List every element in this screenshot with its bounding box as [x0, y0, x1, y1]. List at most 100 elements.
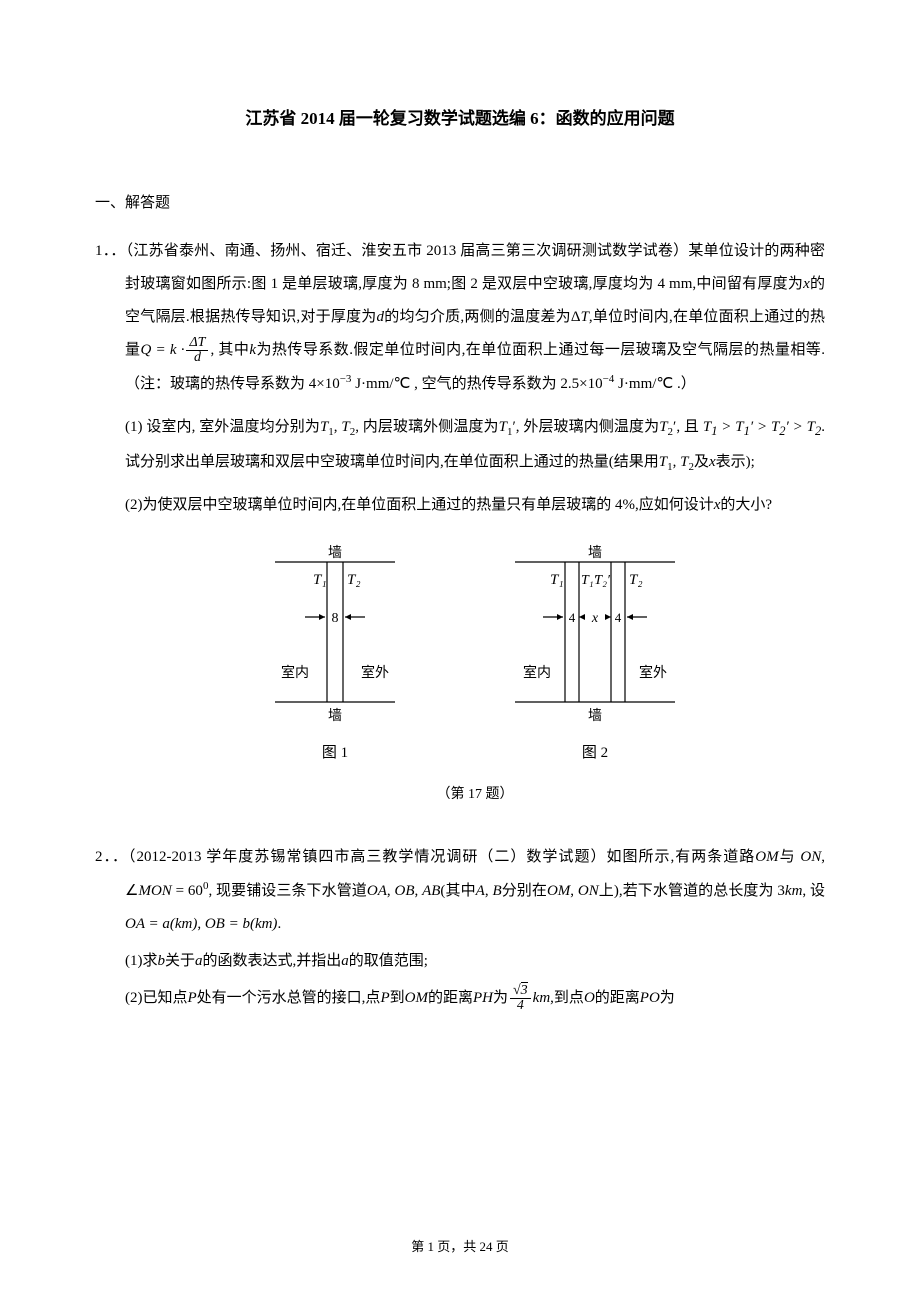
p2-intro5: 上),若下水管道的总长度为 3	[599, 883, 785, 899]
intro-text-3: 的均匀介质,两侧的温度差为Δ	[384, 309, 581, 325]
var-OA: OA	[367, 883, 387, 899]
p2-part2-t3: 到	[390, 990, 405, 1006]
var-a-2: a	[341, 953, 349, 969]
eq60: = 60	[172, 883, 203, 899]
var-AB: AB	[422, 883, 440, 899]
problem-1-text: 1．．（江苏省泰州、南通、扬州、宿迁、淮安五市 2013 届高三第三次调研测试数…	[125, 235, 825, 401]
p2-part2-t6: ,到点	[550, 990, 584, 1006]
figure-1: 墙 T₁ T₂ 8 室内 室外	[255, 542, 415, 770]
var-a: a	[195, 953, 203, 969]
page-footer: 第 1 页，共 24 页	[0, 1233, 920, 1262]
var-P-2: P	[380, 990, 389, 1006]
p2-intro3: (其中	[440, 883, 475, 899]
var-OM-3: OM	[405, 990, 428, 1006]
fig1-thickness: 8	[332, 611, 339, 626]
var-P: P	[188, 990, 197, 1006]
problem-2-number: 2．．	[95, 849, 128, 865]
T2p: T	[659, 419, 667, 435]
p2-part1: (1)求	[125, 953, 158, 969]
km-2: km	[533, 990, 551, 1006]
and: 与	[779, 849, 796, 865]
fig2-wall-bottom: 墙	[588, 708, 602, 724]
frac-den: d	[186, 351, 208, 365]
fig1-T1: T₁	[313, 572, 327, 588]
problem-2-text: 2．．（2012-2013 学年度苏锡常镇四市高三教学情况调研（二）数学试题）如…	[125, 841, 825, 941]
p2-part1-t4: 的取值范围;	[349, 953, 428, 969]
p2-part2-t5: 为	[493, 990, 508, 1006]
part2-text: (2)为使双层中空玻璃单位时间内,在单位面积上通过的热量只有单层玻璃的 4%,应…	[125, 497, 714, 513]
problem-source: （江苏省泰州、南通、扬州、宿迁、淮安五市 2013 届高三第三次调研测试数学试卷…	[126, 243, 689, 259]
part1-text3: , 外层玻璃内侧温度为	[516, 419, 659, 435]
problem-2-part1: (1)求b关于a的函数表达式,并指出a的取值范围;	[125, 945, 825, 978]
figure-1-caption: 图 1	[255, 737, 415, 770]
p2-part2-t7: 的距离	[595, 990, 640, 1006]
figure-note: （第 17 题）	[125, 780, 825, 811]
var-O: O	[584, 990, 595, 1006]
fig1-outdoor: 室外	[361, 664, 389, 681]
inequality: T1 > T1′ > T2′ > T2	[703, 419, 821, 435]
fig2-x: x	[591, 611, 599, 626]
fig2-indoor: 室内	[523, 664, 551, 681]
var-x: x	[803, 276, 810, 292]
var-PH: PH	[473, 990, 493, 1006]
var-ON-2: ON	[578, 883, 599, 899]
km: km	[785, 883, 803, 899]
frac-sqrt3-4: √34	[510, 984, 531, 1013]
frac-num: ΔT	[186, 336, 208, 351]
p2-part2-t8: 为	[660, 990, 675, 1006]
unit-2: J·mm/℃ .）	[614, 376, 695, 392]
problem-2-source: （2012-2013 学年度苏锡常镇四市高三教学情况调研（二）数学试题）	[128, 849, 606, 865]
fig2-T2p: T₂′	[594, 573, 611, 588]
part1-text6: 及	[694, 454, 709, 470]
fig2-T2: T₂	[629, 572, 643, 588]
p2-part2-t2: 处有一个污水总管的接口,点	[197, 990, 381, 1006]
var-PO: PO	[640, 990, 660, 1006]
var-OM-2: OM	[547, 883, 570, 899]
fig1-T2: T₂	[347, 572, 361, 588]
unit-1: J·mm/℃ , 空气的热传导系数为 2.5×10	[351, 376, 602, 392]
fig1-indoor: 室内	[281, 664, 309, 681]
fig2-T1: T₁	[550, 572, 564, 588]
frac-num-sqrt3: √3	[510, 984, 531, 999]
part1-text2: , 内层玻璃外侧温度为	[355, 419, 498, 435]
section-heading: 一、解答题	[95, 187, 825, 220]
p2-intro: 如图所示,有两条道路	[606, 849, 755, 865]
fig2-wall-top: 墙	[588, 545, 602, 561]
figure-1-svg: 墙 T₁ T₂ 8 室内 室外	[255, 542, 415, 732]
var-b: b	[158, 953, 166, 969]
var-OM: OM	[755, 849, 778, 865]
OA-eq: OA = a(km)	[125, 916, 197, 932]
wall-bottom-label: 墙	[328, 708, 342, 724]
var-k: k	[249, 342, 256, 358]
p2-part2-t4: 的距离	[428, 990, 473, 1006]
var-x-2: x	[709, 454, 716, 470]
sqrt3: 3	[521, 982, 528, 998]
problem-1-part1: (1) 设室内, 室外温度均分别为T1, T2, 内层玻璃外侧温度为T1′, 外…	[125, 411, 825, 479]
fig2-outdoor: 室外	[639, 664, 667, 681]
problem-number: 1．．	[95, 243, 126, 259]
part2-end: 的大小?	[720, 497, 772, 513]
problem-2-part2: (2)已知点P处有一个污水总管的接口,点P到OM的距离PH为√34km,到点O的…	[125, 982, 825, 1015]
frac-den-4: 4	[510, 999, 531, 1013]
exponent-1: −3	[340, 373, 352, 385]
T1p: T	[499, 419, 507, 435]
var-A: A	[476, 883, 485, 899]
exponent-2: −4	[603, 373, 615, 385]
part1-label: (1) 设室内, 室外温度均分别为	[125, 419, 320, 435]
p2-intro2: , 现要铺设三条下水管道	[208, 883, 366, 899]
p2-intro6: , 设	[802, 883, 825, 899]
fraction-dT-d: ΔTd	[186, 336, 208, 365]
wall-top-label: 墙	[328, 545, 342, 561]
period: .	[277, 916, 281, 932]
problem-2: 2．．（2012-2013 学年度苏锡常镇四市高三教学情况调研（二）数学试题）如…	[95, 841, 825, 1015]
p2-intro4: 分别在	[502, 883, 547, 899]
var-d: d	[377, 309, 385, 325]
intro-text-5: , 其中	[210, 342, 249, 358]
fig2-t1: 4	[569, 610, 576, 625]
figure-2-svg: 墙 T₁ T₁′ T₂′ T₂ 4 x	[495, 542, 695, 732]
comma-2: ,	[673, 454, 681, 470]
figures-container: 墙 T₁ T₂ 8 室内 室外	[125, 542, 825, 770]
p2-part2: (2)已知点	[125, 990, 188, 1006]
T2: T	[341, 419, 349, 435]
part1-text4: , 且	[676, 419, 699, 435]
